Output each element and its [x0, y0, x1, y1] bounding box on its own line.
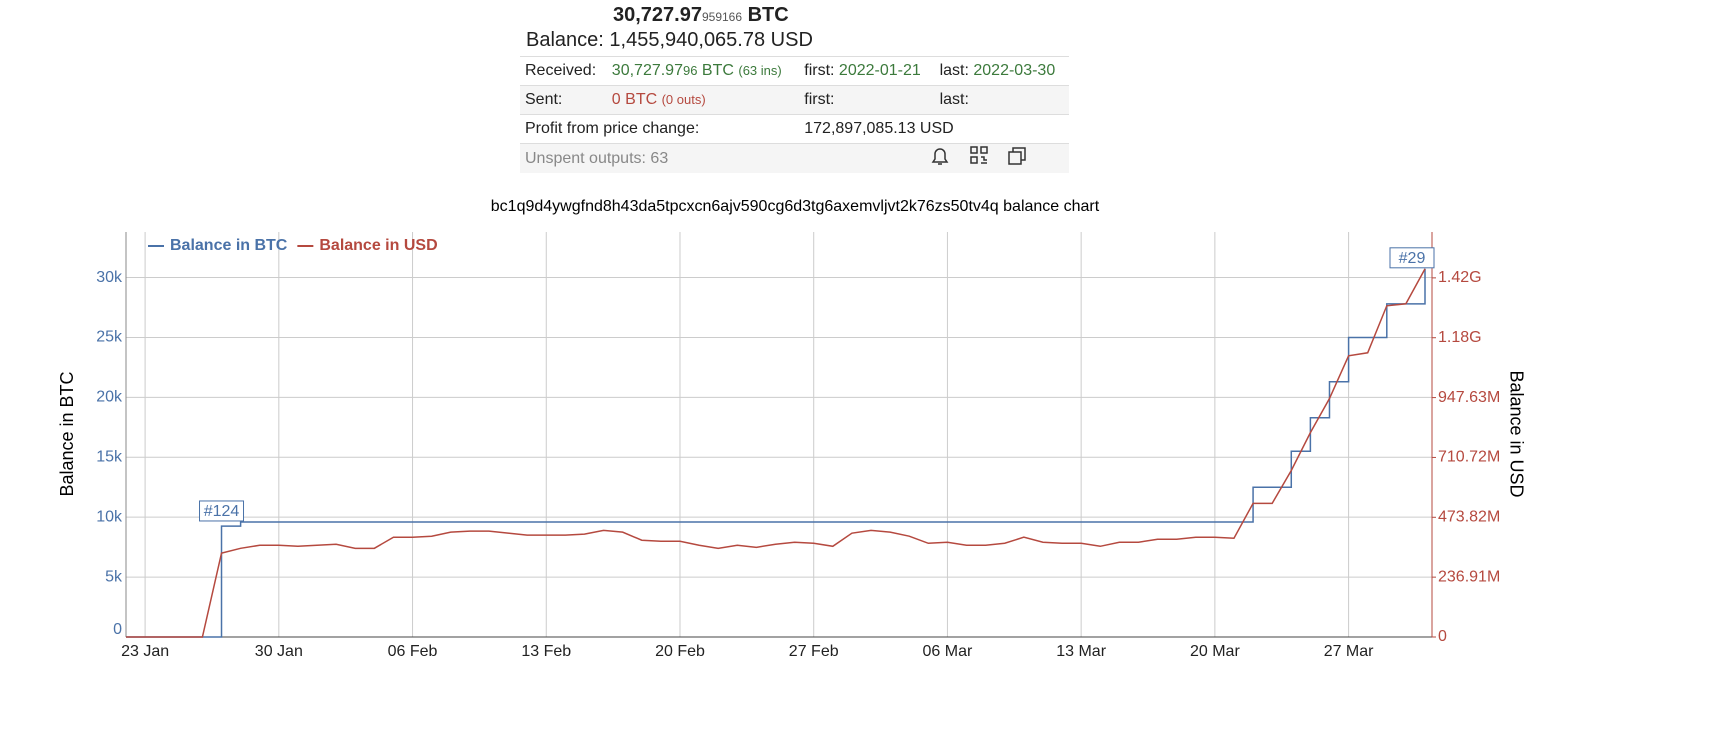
y-tick-label: 25k: [96, 329, 123, 346]
y2-tick-label: 0: [1438, 628, 1447, 645]
x-tick-label: 20 Feb: [655, 643, 705, 660]
value: 2022-01-21: [838, 62, 921, 79]
first: first: 2022-01-21: [799, 56, 935, 86]
value: 172,897,085.13 USD: [799, 114, 1069, 144]
label: Received:: [520, 56, 607, 86]
y-axis-label: Balance in BTC: [57, 371, 77, 496]
legend-label: Balance in USD: [319, 237, 437, 254]
y2-tick-label: 473.82M: [1438, 509, 1500, 526]
x-tick-label: 13 Feb: [521, 643, 571, 660]
chart-title: bc1q9d4ywgfnd8h43da5tpcxcn6ajv590cg6d3tg…: [491, 198, 1100, 215]
label: last:: [939, 62, 969, 79]
unit: BTC: [701, 62, 734, 79]
x-tick-label: 27 Mar: [1324, 643, 1374, 660]
row: Unspent outputs: 63: [520, 143, 1069, 173]
btc-small: 959166: [701, 10, 743, 24]
bell-icon[interactable]: [931, 148, 949, 165]
icon-bar: [931, 146, 1026, 165]
annotation-box: [1389, 247, 1435, 269]
x-tick-label: 23 Jan: [121, 643, 169, 660]
y-tick-label: 30k: [96, 269, 123, 286]
value: 30,727.97: [611, 62, 683, 79]
summary-table: Received: 30,727.9796 BTC (63 ins) first…: [520, 56, 1069, 173]
label: last:: [934, 85, 1069, 115]
y-tick-label: 15k: [96, 448, 123, 465]
y2-tick-label: 236.91M: [1438, 568, 1500, 585]
ins: (63 ins): [738, 63, 782, 78]
sent: 0 BTC (0 outs): [606, 85, 800, 115]
row: Sent: 0 BTC (0 outs) first: last:: [520, 85, 1069, 115]
label: first:: [799, 85, 935, 115]
y-tick-label: 10k: [96, 508, 123, 525]
value: 2022-03-30: [973, 62, 1056, 79]
x-tick-label: 27 Feb: [789, 643, 839, 660]
btc-balance: 30,727.97959166 BTC: [520, 0, 1069, 27]
y2-tick-label: 710.72M: [1438, 449, 1500, 466]
icons: [799, 143, 1069, 173]
x-tick-label: 20 Mar: [1190, 643, 1240, 660]
series-line: [126, 268, 1426, 638]
y-tick-label: 20k: [96, 389, 123, 406]
label: Sent:: [520, 85, 607, 115]
series-line: [126, 268, 1426, 638]
received: 30,727.9796 BTC (63 ins): [606, 56, 800, 86]
last: last: 2022-03-30: [934, 56, 1069, 86]
label: first:: [804, 62, 835, 79]
y-tick-label: 0: [113, 621, 122, 638]
value: 1,455,940,065.78 USD: [609, 29, 813, 51]
value-small: 96: [682, 63, 698, 78]
x-tick-label: 30 Jan: [255, 643, 303, 660]
y2-axis-label: Balance in USD: [1506, 370, 1526, 497]
annotation: #124: [204, 503, 240, 520]
x-tick-label: 06 Mar: [923, 643, 973, 660]
x-tick-label: 06 Feb: [388, 643, 438, 660]
label: Balance:: [526, 29, 604, 51]
btc-main: 30,727.97: [613, 4, 702, 26]
copy-icon[interactable]: [1008, 151, 1022, 165]
row: Profit from price change: 172,897,085.13…: [520, 114, 1069, 144]
y2-tick-label: 1.42G: [1438, 269, 1482, 286]
outs: (0 outs): [661, 92, 706, 107]
summary-box: 30,727.97959166 BTC Balance: 1,455,940,0…: [520, 0, 1069, 173]
x-tick-label: 13 Mar: [1056, 643, 1106, 660]
unspent: Unspent outputs: 63: [520, 143, 800, 173]
row: Received: 30,727.9796 BTC (63 ins) first…: [520, 56, 1069, 86]
y-tick-label: 5k: [105, 568, 123, 585]
qr-icon[interactable]: [970, 146, 978, 154]
y2-tick-label: 1.18G: [1438, 329, 1482, 346]
value: 0 BTC: [611, 91, 658, 108]
annotation-box: [199, 500, 245, 522]
legend-label: Balance in BTC: [170, 237, 288, 254]
btc-unit: BTC: [747, 4, 789, 26]
label: Profit from price change:: [520, 114, 800, 144]
annotation: #29: [1399, 250, 1426, 267]
y2-tick-label: 947.63M: [1438, 389, 1500, 406]
usd-balance: Balance: 1,455,940,065.78 USD: [520, 27, 1069, 56]
